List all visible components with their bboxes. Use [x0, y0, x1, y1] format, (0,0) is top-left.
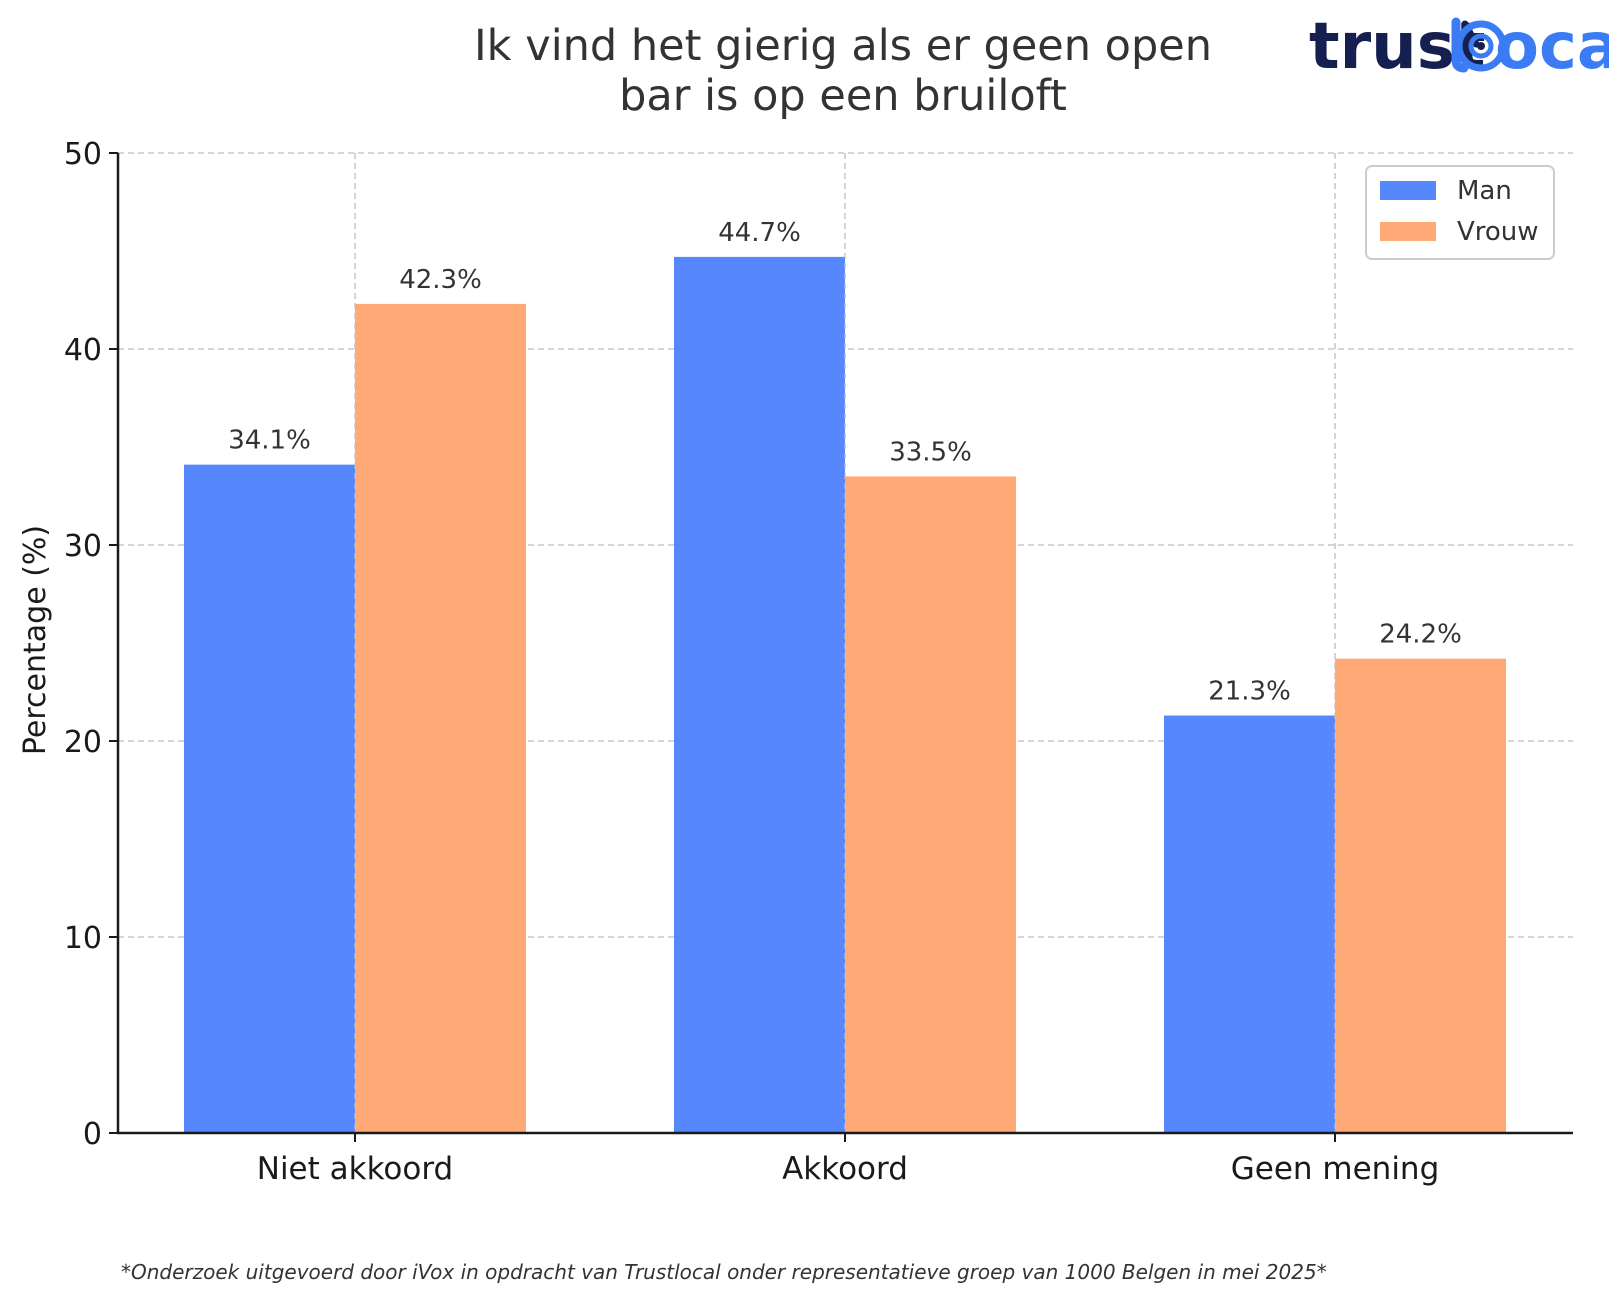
y-tick-label-10: 10: [64, 921, 102, 956]
legend-label-man: Man: [1457, 176, 1512, 206]
legend-label-vrouw: Vrouw: [1457, 217, 1539, 247]
chart-title-line-1: Ik vind het gierig als er geen open: [474, 21, 1212, 71]
bar-man-2: [1164, 715, 1335, 1133]
data-label-man-0: 34.1%: [228, 426, 311, 456]
x-tick-label-1: Akkoord: [782, 1151, 908, 1187]
x-tick-label-2: Geen mening: [1231, 1151, 1440, 1187]
y-axis-label: Percentage (%): [18, 525, 53, 755]
axes: [109, 152, 1573, 1142]
trustlocal-logo: trust ocal: [1309, 10, 1609, 84]
y-tick-label-40: 40: [64, 333, 102, 368]
legend: Man Vrouw: [1365, 165, 1555, 260]
labels: 34.1% 44.7% 21.3% 42.3% 33.5% 24.2% 0 10 20 30 40 5…: [64, 137, 1462, 1187]
y-tick-label-0: 0: [83, 1117, 102, 1152]
y-tick-label-50: 50: [64, 137, 102, 172]
logo-l-target-icon: [1451, 17, 1507, 73]
data-label-man-2: 21.3%: [1208, 677, 1291, 707]
bars: [184, 153, 1506, 1133]
x-tick-label-0: Niet akkoord: [257, 1151, 454, 1187]
data-label-vrouw-1: 33.5%: [889, 437, 972, 467]
footnote: *Onderzoek uitgevoerd door iVox in opdra…: [121, 1260, 1327, 1284]
y-tick-label-30: 30: [64, 529, 102, 564]
bar-man-0: [184, 464, 355, 1133]
bar-vrouw-1: [845, 476, 1016, 1133]
legend-swatch-vrouw: [1380, 222, 1436, 241]
data-label-vrouw-2: 24.2%: [1379, 620, 1462, 650]
data-label-man-1: 44.7%: [718, 218, 801, 248]
bar-man-1: [674, 256, 845, 1133]
legend-swatch-man: [1380, 181, 1436, 200]
data-label-vrouw-0: 42.3%: [399, 265, 482, 295]
chart-title-line-2: bar is op een bruiloft: [619, 71, 1067, 121]
bar-vrouw-2: [1335, 658, 1506, 1133]
logo-text-ocal: ocal: [1495, 10, 1609, 84]
bar-vrouw-0: [355, 303, 526, 1133]
y-tick-label-20: 20: [64, 725, 102, 760]
